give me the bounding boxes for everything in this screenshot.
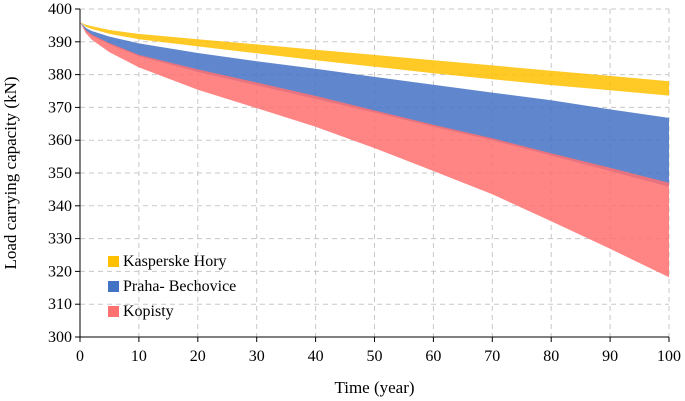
x-tick-label: 80	[543, 348, 559, 365]
y-tick-label: 380	[48, 67, 72, 84]
y-axis-title: Load carrying capacity (kN)	[1, 76, 20, 269]
x-tick-label: 20	[190, 348, 206, 365]
legend-swatch	[108, 306, 119, 317]
series-band-kopisty	[80, 22, 669, 278]
x-tick-label: 30	[249, 348, 265, 365]
series-areas	[80, 22, 669, 278]
y-tick-label: 310	[48, 296, 72, 313]
x-tick-label: 10	[131, 348, 147, 365]
y-tick-label: 330	[48, 231, 72, 248]
y-tick-label: 350	[48, 165, 72, 182]
legend-label: Kasperske Hory	[123, 253, 227, 270]
legend-swatch	[108, 256, 119, 267]
x-tick-label: 50	[367, 348, 383, 365]
x-tick-label: 0	[76, 348, 84, 365]
y-tick-label: 360	[48, 132, 72, 149]
y-tick-label: 390	[48, 34, 72, 51]
tick-labels: 0 10 20 30 40 50 60 70 80 90 100 300 310 320 330 340 350…	[48, 1, 681, 365]
x-tick-label: 40	[308, 348, 324, 365]
x-tick-label: 60	[425, 348, 441, 365]
legend-label: Kopisty	[123, 303, 174, 320]
series-band-kasperske-hory	[80, 22, 669, 96]
x-tick-label: 100	[657, 348, 681, 365]
x-tick-label: 70	[484, 348, 500, 365]
series-band-praha-bechovice	[80, 22, 669, 187]
y-tick-label: 370	[48, 99, 72, 116]
y-tick-label: 340	[48, 198, 72, 215]
y-tick-label: 400	[48, 1, 72, 18]
y-tick-label: 300	[48, 329, 72, 346]
legend-label: Praha- Bechovice	[123, 278, 236, 295]
y-tick-label: 320	[48, 263, 72, 280]
legend: Kasperske Hory Praha- Bechovice Kopisty	[108, 253, 236, 320]
x-axis-title: Time (year)	[334, 378, 414, 397]
legend-swatch	[108, 281, 119, 292]
x-tick-label: 90	[602, 348, 618, 365]
